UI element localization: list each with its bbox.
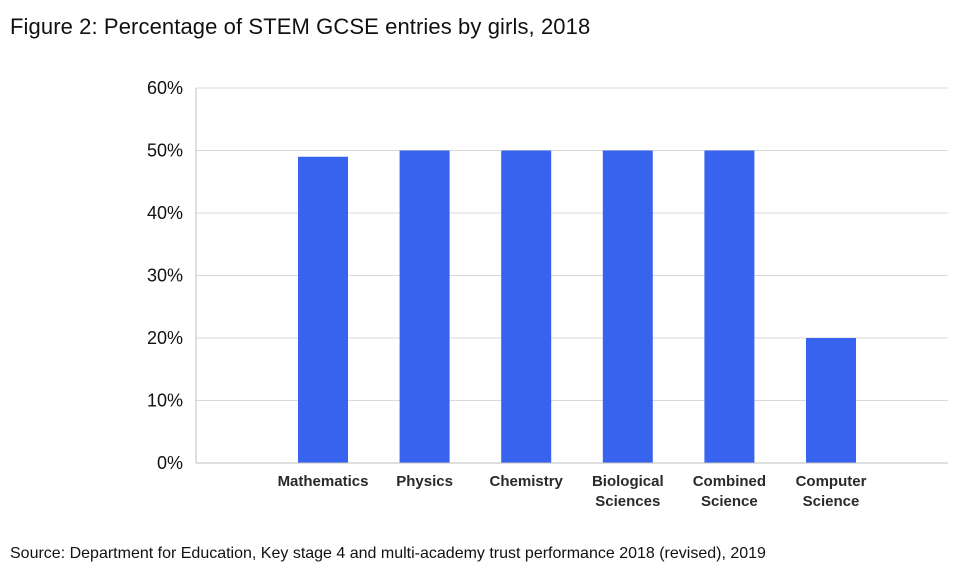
x-tick-label-line: Combined [693, 473, 766, 490]
axes [195, 88, 948, 464]
x-tick-label-line: Physics [396, 473, 453, 490]
x-tick-label: Physics [396, 473, 453, 490]
bar [602, 150, 653, 463]
y-tick-labels: 0% 10% 20% 30% 40% 50% 60% [147, 78, 183, 473]
x-tick-label-line: Biological [592, 473, 664, 490]
x-tick-label-line: Science [701, 493, 758, 510]
x-tick-label-line: Sciences [595, 493, 660, 510]
y-tick-label: 20% [147, 328, 183, 348]
x-tick-label: Biological Sciences [592, 473, 664, 510]
x-tick-label: Mathematics [278, 473, 369, 490]
y-tick-label: 30% [147, 266, 183, 286]
x-tick-label-line: Computer [796, 473, 867, 490]
x-tick-label: Computer Science [796, 473, 867, 510]
source-note: Source: Department for Education, Key st… [10, 545, 766, 562]
y-tick-label: 10% [147, 391, 183, 411]
y-tick-label: 60% [147, 78, 183, 98]
bar [298, 156, 348, 463]
x-tick-label-line: Chemistry [490, 473, 564, 490]
x-tick-label: Combined Science [693, 473, 766, 510]
y-tick-label: 50% [147, 141, 183, 161]
bar [399, 150, 450, 463]
bar [501, 150, 552, 463]
x-tick-label-line: Science [803, 493, 860, 510]
x-tick-label-line: Mathematics [278, 473, 369, 490]
x-tick-labels: Mathematics Physics Chemistry Biological Sci… [278, 473, 867, 510]
bar [704, 150, 755, 463]
bar [806, 338, 856, 463]
bars [298, 150, 856, 463]
y-tick-label: 40% [147, 203, 183, 223]
chart-title: Figure 2: Percentage of STEM GCSE entrie… [10, 14, 591, 39]
x-tick-label: Chemistry [490, 473, 564, 490]
y-tick-label: 0% [157, 453, 183, 473]
